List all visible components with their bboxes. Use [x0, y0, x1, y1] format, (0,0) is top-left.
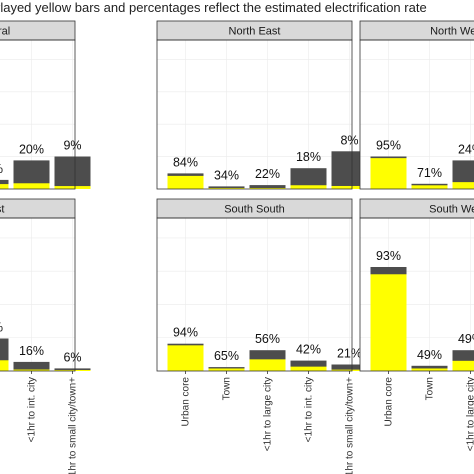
panel-background [157, 40, 352, 189]
bar-total [411, 365, 448, 371]
facet-strip [0, 198, 76, 219]
bar-total [331, 364, 368, 371]
facet-strip-label: South West [429, 204, 474, 216]
bar-electrified [54, 186, 91, 189]
bar-electrified [13, 183, 50, 189]
bar-value-label: 84% [173, 155, 198, 169]
bar-electrified [452, 182, 474, 189]
facet-strip-label: South South [224, 204, 285, 216]
bar-total [54, 368, 91, 371]
panel-south-west: South West 93% 49% 49% Urban core Town <1hr to… [359, 198, 474, 451]
bar-total [13, 361, 50, 371]
bar-total [290, 168, 327, 189]
chart-title: rlayed yellow bars and percentages refle… [0, 0, 427, 15]
panel-north-west: North West 95% 71% 24% [359, 20, 474, 190]
bar-value-label: 22% [255, 167, 280, 181]
bar-electrified [411, 368, 448, 371]
bar-electrified [54, 370, 91, 371]
x-tick-label: Town [222, 377, 233, 400]
x-tick-label: Urban core [181, 377, 192, 427]
facet-strip-label: North Central [0, 26, 10, 38]
bar-electrified [452, 360, 474, 371]
bar-value-label: 8% [340, 133, 358, 147]
bar-electrified [290, 366, 327, 371]
bar-electrified [0, 360, 9, 371]
bar-electrified [208, 368, 245, 371]
panel-border [0, 217, 76, 372]
bar-electrified [0, 184, 9, 189]
bar-electrified [208, 188, 245, 189]
bar-value-label: 65% [214, 349, 239, 363]
bar-electrified [331, 185, 368, 189]
x-tick-label: <1hr to small city/town+ [345, 377, 356, 474]
bar-value-label: 49% [417, 348, 442, 362]
x-tick-label: <1hr to large city [466, 377, 474, 451]
panel-south-east: South East33%33%16%6%Urban coreTown<1hr … [0, 198, 91, 474]
bar-value-label: 9% [63, 139, 81, 153]
x-tick-label: Town [425, 377, 436, 400]
bar-value-label: 54% [0, 162, 3, 176]
bar-value-label: 34% [214, 168, 239, 182]
bar-value-label: 42% [296, 343, 321, 357]
panel-border [359, 217, 474, 372]
bar-electrified [167, 175, 204, 189]
panel-north-east: North East 84% 34% 22% 18% 8% [156, 20, 368, 190]
facet-strip [0, 20, 76, 41]
bar-electrified [249, 188, 286, 189]
facet-strip-label: North West [430, 26, 474, 38]
bar-electrified [167, 345, 204, 371]
bar-total [249, 185, 286, 189]
bar-value-label: 6% [63, 350, 81, 364]
panel-south-south: South South 94% 65% 56% 42% 21% Urban core Town… [156, 198, 368, 474]
bar-value-label: 95% [376, 139, 401, 153]
x-tick-label: <1hr to small city/town+ [68, 377, 79, 474]
bar-electrified [249, 359, 286, 371]
bar-total [290, 360, 327, 371]
bar-value-label: 93% [376, 249, 401, 263]
panel-border [156, 217, 353, 372]
bar-total [54, 156, 91, 189]
panel-border [0, 39, 76, 190]
bar-value-label: 56% [255, 332, 280, 346]
facet-strip-label: North East [229, 26, 281, 38]
bar-value-label: 71% [417, 166, 442, 180]
bar-electrified [370, 158, 407, 189]
bar-electrified [290, 185, 327, 189]
panel-border [359, 39, 474, 190]
panel-background [0, 218, 75, 371]
x-tick-label: Urban core [384, 377, 395, 427]
bar-value-label: 49% [458, 332, 474, 346]
x-tick-label: <1hr to int. city [304, 377, 315, 442]
bar-value-label: 33% [0, 321, 3, 335]
bar-total [0, 338, 9, 371]
bar-value-label: 18% [296, 150, 321, 164]
x-tick-label: <1hr to large city [263, 377, 274, 451]
bar-value-label: 20% [19, 142, 44, 156]
bar-value-label: 94% [173, 326, 198, 340]
bar-total [208, 186, 245, 189]
bar-electrified [331, 369, 368, 371]
bar-electrified [370, 274, 407, 371]
bar-electrified [411, 185, 448, 189]
bar-total [452, 160, 474, 189]
bar-value-label: 21% [337, 347, 362, 361]
panel-border [156, 39, 353, 190]
bar-electrified [13, 369, 50, 371]
bar-value-label: 24% [458, 142, 474, 156]
panel-north-central: North Central46%54%20%9% [0, 20, 91, 190]
facet-strip-label: South East [0, 204, 4, 216]
x-tick-label: <1hr to int. city [27, 377, 38, 442]
bar-value-label: 16% [19, 344, 44, 358]
